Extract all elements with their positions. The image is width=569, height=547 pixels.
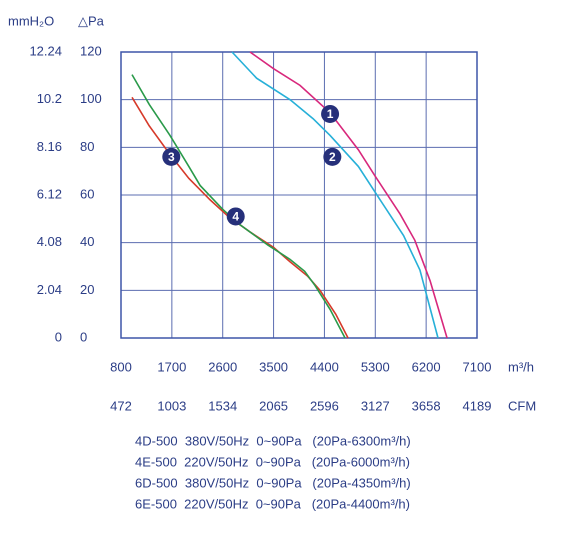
annotation-text: 1: [327, 107, 334, 121]
annotation-badge: [162, 147, 181, 166]
note: 4D-500 380V/50Hz 0~90Pa (20Pa-6300m³/h): [135, 433, 411, 448]
y-tick-label: 0: [80, 329, 87, 344]
x2-tick-label: 3127: [361, 398, 390, 413]
annotation-badge: [226, 207, 245, 226]
x2-tick-label: 472: [110, 398, 132, 413]
y2-axis-label: △Pa: [78, 13, 105, 28]
y-tick-label: 60: [80, 186, 94, 201]
x-tick-label: 1700: [157, 359, 186, 374]
y2-tick-label: 8.16: [37, 139, 62, 154]
annotation-text: 4: [232, 210, 239, 224]
x2-tick-label: 1003: [157, 398, 186, 413]
y2-tick-label: 2.04: [37, 282, 62, 297]
x2-tick-label: 4189: [463, 398, 492, 413]
y2-tick-label: 0: [55, 329, 62, 344]
y-tick-label: 80: [80, 139, 94, 154]
x-tick-label: 7100: [463, 359, 492, 374]
x2-tick-label: 1534: [208, 398, 237, 413]
y-tick-label: 120: [80, 43, 102, 58]
note: 6E-500 220V/50Hz 0~90Pa (20Pa-4400m³/h): [135, 496, 410, 511]
x-tick-label: 800: [110, 359, 132, 374]
y-tick-label: 20: [80, 282, 94, 297]
x-tick-label: 5300: [361, 359, 390, 374]
y-axis-label: mmH₂O: [8, 13, 54, 28]
curve: [231, 51, 439, 339]
y2-tick-label: 12.24: [29, 43, 62, 58]
annotation-text: 2: [329, 150, 336, 164]
note: 4E-500 220V/50Hz 0~90Pa (20Pa-6000m³/h): [135, 454, 410, 469]
plot-border: [120, 51, 478, 339]
y-tick-label: 40: [80, 234, 94, 249]
y2-tick-label: 10.2: [37, 91, 62, 106]
x2-axis-label: CFM: [508, 398, 536, 413]
y2-tick-label: 4.08: [37, 234, 62, 249]
annotation-badge: [323, 147, 342, 166]
x-tick-label: 6200: [412, 359, 441, 374]
note: 6D-500 380V/50Hz 0~90Pa (20Pa-4350m³/h): [135, 475, 411, 490]
annotation-badge: [321, 104, 340, 123]
x2-tick-label: 3658: [412, 398, 441, 413]
annotation-text: 3: [168, 150, 175, 164]
x2-tick-label: 2065: [259, 398, 288, 413]
x-tick-label: 2600: [208, 359, 237, 374]
x2-tick-label: 2596: [310, 398, 339, 413]
y-tick-label: 100: [80, 91, 102, 106]
x-tick-label: 4400: [310, 359, 339, 374]
y2-tick-label: 6.12: [37, 186, 62, 201]
x-tick-label: 3500: [259, 359, 288, 374]
curve: [131, 74, 346, 339]
x-axis-label: m³/h: [508, 359, 534, 374]
curve: [249, 51, 448, 339]
